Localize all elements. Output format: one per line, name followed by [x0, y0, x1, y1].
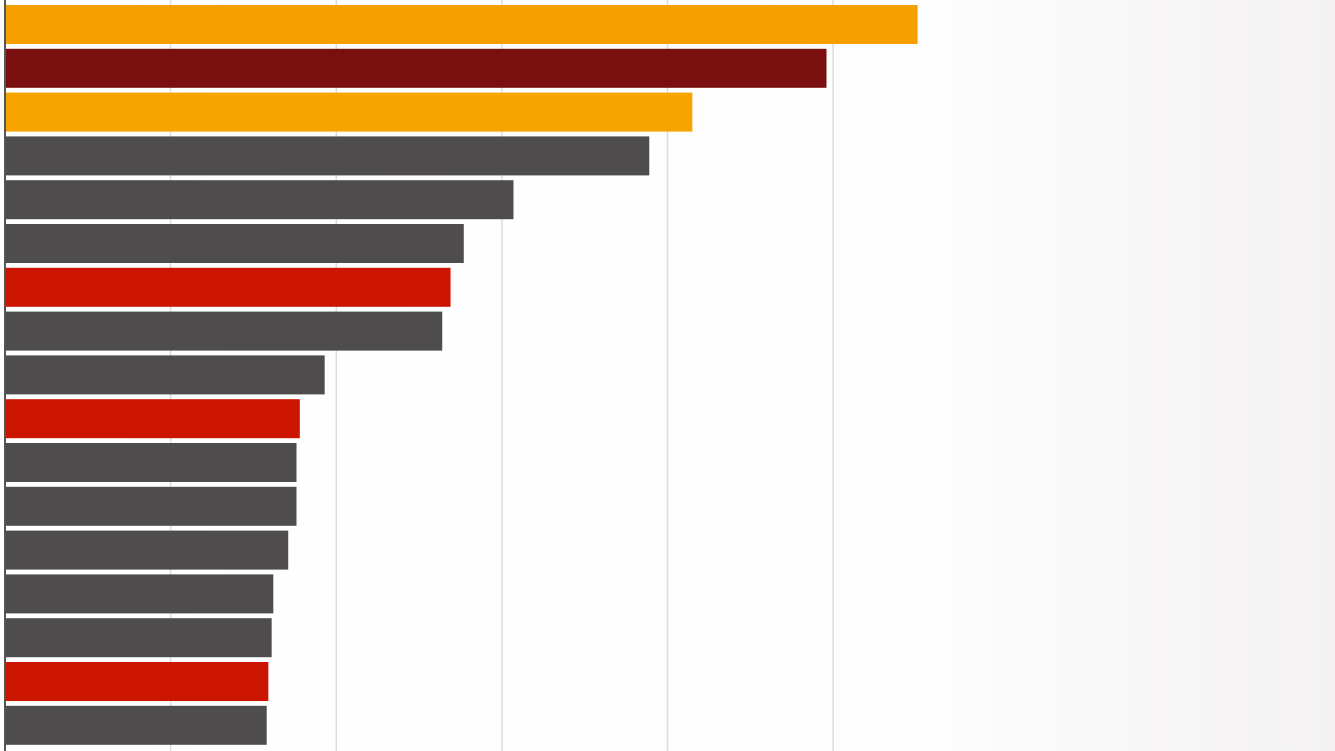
bar [5, 618, 272, 658]
bar [5, 224, 464, 263]
bar [5, 662, 269, 701]
bar [5, 92, 693, 132]
bar [5, 48, 827, 88]
bar [5, 267, 451, 307]
bar [5, 355, 325, 395]
bar [5, 311, 443, 351]
bar [5, 136, 650, 176]
bar [5, 574, 274, 614]
bar [5, 530, 289, 570]
bar [5, 399, 300, 439]
bar [5, 443, 297, 482]
bar [5, 5, 918, 44]
bar [5, 486, 297, 526]
bar [5, 705, 267, 745]
bar [5, 180, 514, 220]
